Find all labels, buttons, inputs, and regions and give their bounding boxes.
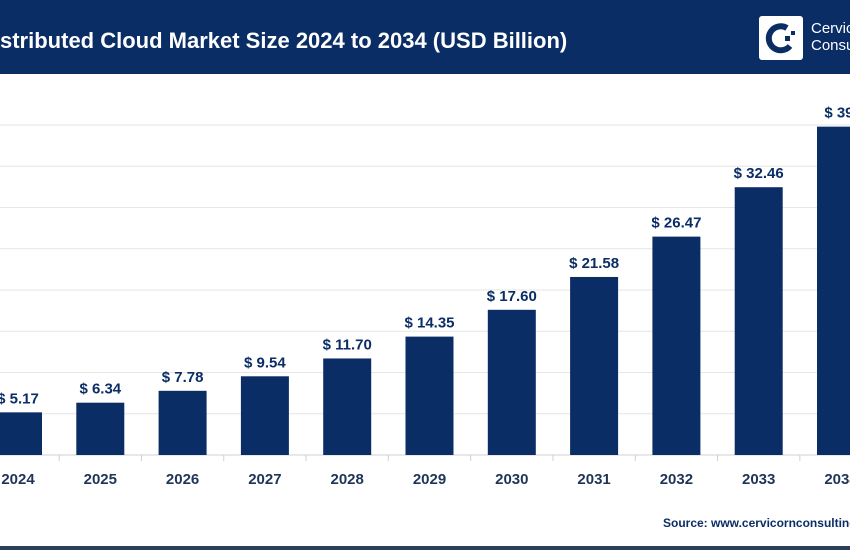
data-label: $ 11.70 <box>323 336 372 353</box>
bar <box>817 126 850 456</box>
x-tick-label: 2033 <box>742 471 775 488</box>
data-label: $ 9.54 <box>244 354 286 371</box>
x-tick-label: 2025 <box>84 471 117 488</box>
header-banner: Distributed Cloud Market Size 2024 to 20… <box>0 0 850 74</box>
data-label: $ 7.78 <box>162 369 204 386</box>
chart-title: Distributed Cloud Market Size 2024 to 20… <box>0 28 568 53</box>
logo-text: CervicornConsulting <box>811 20 850 54</box>
x-tick-label: 2032 <box>660 471 693 488</box>
x-tick-label: 2028 <box>331 471 364 488</box>
x-tick-label: 2027 <box>248 471 281 488</box>
bar <box>323 358 372 455</box>
data-label: $ 21.58 <box>569 255 619 272</box>
bottom-border <box>0 546 850 550</box>
x-tick-label: 2031 <box>577 471 610 488</box>
x-tick-label: 2030 <box>495 471 528 488</box>
data-label: $ 5.17 <box>0 390 39 407</box>
x-tick-label: 2026 <box>166 471 199 488</box>
bar-chart: $ 5.17 2024 $ 6.34 2025 $ 7.78 2026 $ 9.54 2027… <box>0 105 850 488</box>
bar <box>76 402 125 455</box>
data-label: $ 14.35 <box>404 315 454 332</box>
data-label: $ 39. <box>824 105 850 122</box>
data-label: $ 26.47 <box>651 215 701 232</box>
source-note: Source: www.cervicornconsulting.com <box>663 516 850 530</box>
x-tick-label: 2034 <box>824 471 850 488</box>
logo-icon <box>759 16 803 60</box>
data-label: $ 6.34 <box>79 381 121 398</box>
bar <box>734 187 783 455</box>
bar <box>405 336 454 455</box>
bar <box>0 412 42 455</box>
data-label: $ 17.60 <box>487 288 537 305</box>
bar <box>240 376 289 455</box>
bar <box>158 390 207 455</box>
x-tick-label: 2024 <box>1 471 35 488</box>
data-label: $ 32.46 <box>734 165 784 182</box>
bar <box>487 309 536 455</box>
bar <box>570 276 619 455</box>
x-tick-label: 2029 <box>413 471 446 488</box>
bar <box>652 236 701 455</box>
